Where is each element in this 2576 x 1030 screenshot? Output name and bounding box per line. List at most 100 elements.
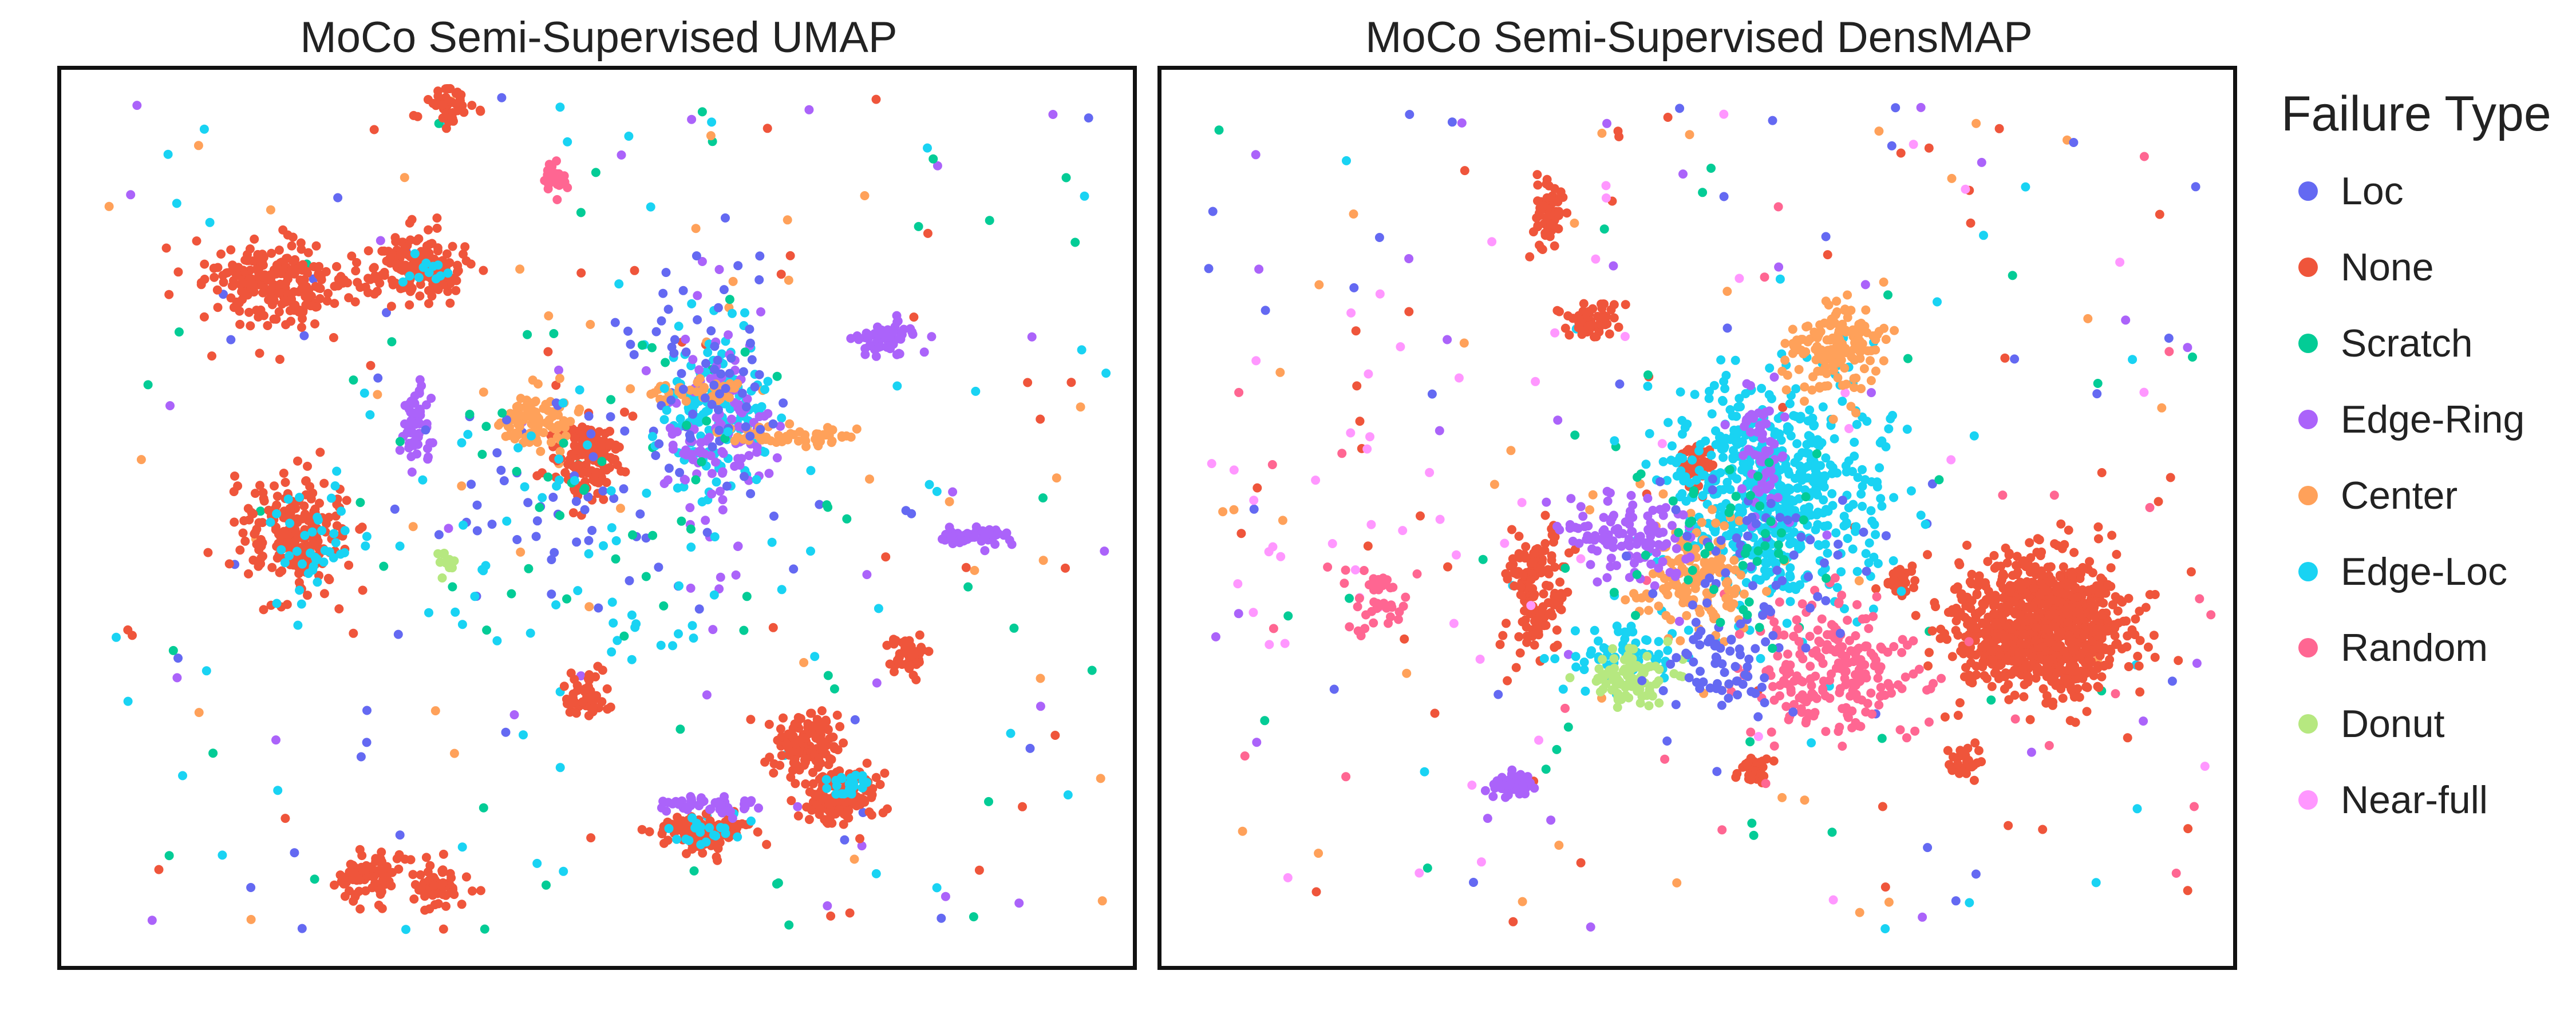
- scatter-point: [255, 481, 264, 490]
- scatter-point: [559, 171, 569, 181]
- scatter-point: [737, 389, 747, 398]
- scatter-point: [831, 809, 840, 819]
- scatter-point: [544, 420, 554, 430]
- scatter-point: [710, 532, 720, 542]
- scatter-point: [1867, 388, 1876, 398]
- scatter-point: [959, 536, 969, 546]
- scatter-point: [210, 272, 219, 282]
- scatter-point: [716, 369, 726, 379]
- scatter-point: [613, 460, 622, 470]
- scatter-point: [451, 607, 460, 617]
- scatter-point: [1813, 520, 1823, 529]
- scatter-point: [1675, 492, 1685, 502]
- scatter-point: [697, 457, 706, 466]
- scatter-point: [2010, 690, 2020, 700]
- scatter-point: [583, 674, 593, 684]
- left-panel-title: MoCo Semi-Supervised UMAP: [300, 13, 898, 62]
- scatter-point: [1552, 640, 1562, 650]
- scatter-point: [721, 383, 730, 393]
- scatter-point: [532, 471, 542, 481]
- scatter-point: [1254, 264, 1264, 274]
- scatter-point: [1788, 324, 1797, 334]
- scatter-point: [1556, 187, 1566, 197]
- scatter-point: [694, 801, 704, 811]
- scatter-point: [443, 287, 453, 296]
- umap-scatter-plot: [57, 66, 1137, 970]
- scatter-point: [272, 492, 282, 501]
- scatter-point: [1823, 548, 1832, 558]
- scatter-point: [1876, 494, 1886, 504]
- scatter-point: [800, 433, 809, 443]
- scatter-point: [1676, 466, 1686, 476]
- scatter-point: [1570, 626, 1580, 636]
- scatter-point: [1684, 625, 1693, 635]
- scatter-point: [1998, 569, 2008, 579]
- scatter-point: [1780, 339, 1790, 348]
- scatter-point: [1345, 593, 1354, 603]
- scatter-point: [555, 102, 565, 112]
- scatter-point: [531, 397, 540, 406]
- scatter-point: [1560, 703, 1570, 713]
- scatter-point: [1875, 463, 1884, 473]
- scatter-point: [248, 280, 258, 290]
- scatter-point: [681, 347, 691, 357]
- scatter-point: [2093, 379, 2103, 388]
- scatter-point: [362, 738, 372, 747]
- scatter-point: [516, 410, 526, 420]
- scatter-point: [299, 331, 309, 340]
- scatter-point: [1840, 363, 1850, 373]
- scatter-point: [654, 562, 663, 572]
- scatter-point: [1886, 414, 1895, 423]
- scatter-point: [275, 355, 285, 364]
- scatter-point: [1967, 596, 1977, 605]
- scatter-point: [648, 530, 658, 540]
- scatter-point: [651, 327, 661, 336]
- scatter-point: [607, 647, 617, 657]
- scatter-point: [1732, 768, 1742, 778]
- scatter-point: [373, 390, 382, 399]
- scatter-point: [457, 900, 467, 909]
- scatter-point: [850, 715, 860, 724]
- scatter-point: [1503, 574, 1512, 584]
- scatter-point: [895, 649, 904, 659]
- scatter-point: [1872, 482, 1882, 492]
- scatter-point: [594, 603, 603, 613]
- scatter-point: [243, 504, 253, 513]
- scatter-point: [258, 258, 267, 267]
- scatter-point: [641, 366, 651, 375]
- scatter-point: [707, 399, 717, 409]
- scatter-point: [1832, 583, 1842, 592]
- scatter-point: [701, 516, 710, 525]
- scatter-point: [1822, 530, 1832, 540]
- scatter-point: [783, 435, 793, 445]
- scatter-point: [1767, 394, 1776, 403]
- scatter-point: [421, 258, 431, 268]
- scatter-point: [351, 868, 361, 878]
- scatter-point: [2000, 635, 2010, 644]
- scatter-point: [1666, 455, 1676, 465]
- scatter-point: [2050, 622, 2060, 632]
- scatter-point: [2133, 651, 2143, 661]
- scatter-point: [405, 300, 414, 310]
- scatter-point: [1961, 601, 1971, 611]
- scatter-point: [678, 385, 688, 394]
- scatter-point: [603, 704, 613, 714]
- scatter-point: [1966, 623, 1976, 633]
- scatter-point: [687, 114, 697, 124]
- scatter-point: [2057, 655, 2067, 665]
- scatter-point: [860, 350, 870, 359]
- scatter-point: [357, 862, 366, 872]
- scatter-point: [353, 278, 362, 287]
- scatter-point: [845, 908, 855, 918]
- scatter-point: [932, 883, 942, 893]
- scatter-point: [1278, 516, 1287, 525]
- scatter-point: [1963, 615, 1973, 625]
- scatter-point: [1508, 554, 1518, 564]
- scatter-point: [730, 383, 739, 393]
- scatter-point: [591, 694, 600, 703]
- scatter-point: [1927, 479, 1937, 489]
- scatter-point: [1664, 418, 1673, 427]
- scatter-point: [1955, 746, 1965, 755]
- scatter-point: [858, 783, 867, 793]
- scatter-point: [1430, 708, 1440, 718]
